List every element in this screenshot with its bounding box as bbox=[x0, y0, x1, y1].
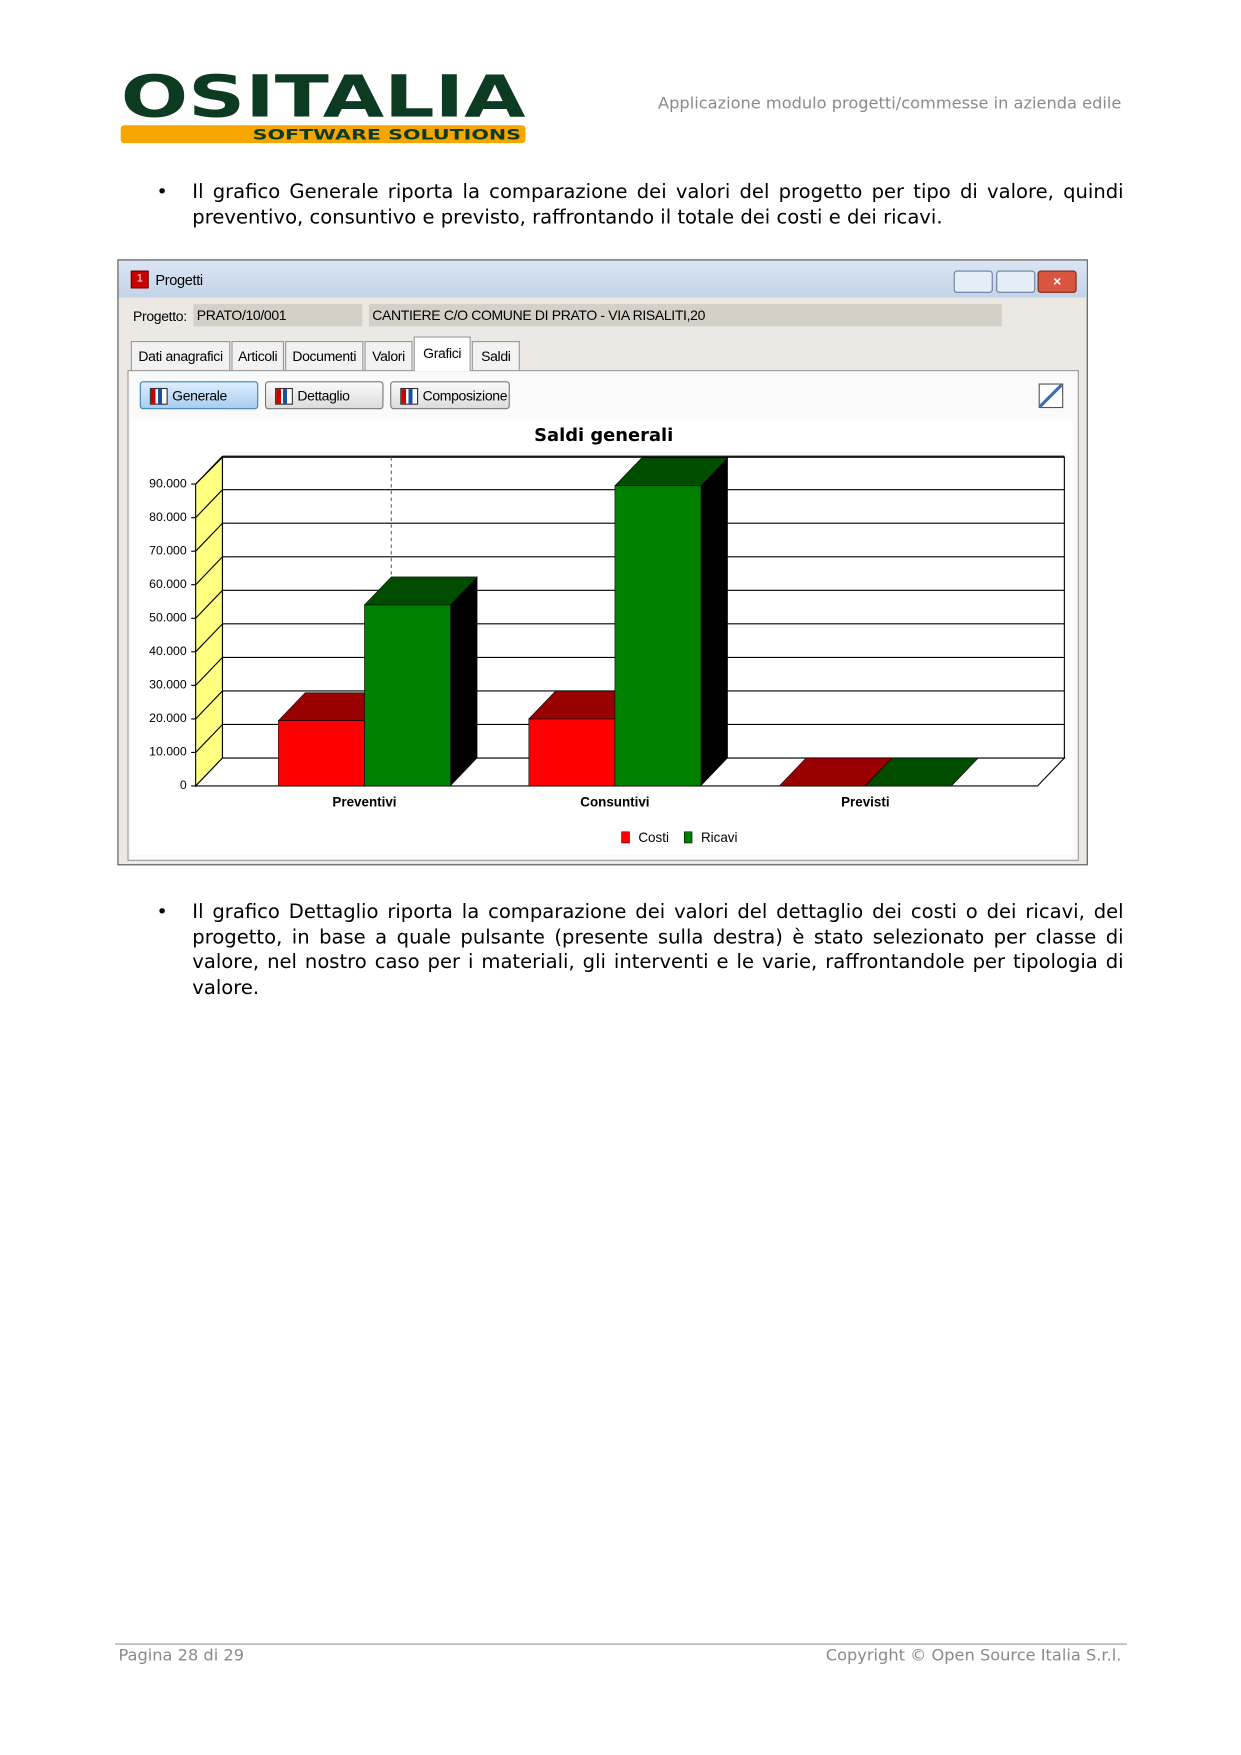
grid-line bbox=[195, 623, 223, 653]
page-number: Pagina 28 di 29 bbox=[118, 1646, 245, 1665]
maximize-button[interactable] bbox=[996, 270, 1036, 293]
grid-line bbox=[195, 556, 223, 586]
paragraph: Il grafico Generale riporta la comparazi… bbox=[192, 181, 1124, 229]
bar bbox=[528, 718, 616, 787]
button-label: Generale bbox=[172, 387, 227, 404]
footer-rule bbox=[115, 1643, 1127, 1645]
x-tick-label: Preventivi bbox=[332, 794, 396, 809]
bar bbox=[364, 604, 451, 787]
tab[interactable]: Articoli bbox=[231, 340, 284, 371]
x-tick-label: Consuntivi bbox=[580, 794, 649, 809]
grid-line bbox=[195, 522, 223, 552]
button[interactable]: Dettaglio bbox=[264, 381, 384, 410]
header-title: Applicazione modulo progetti/commesse in… bbox=[658, 95, 1122, 113]
bar-side bbox=[700, 457, 728, 786]
bar-side bbox=[450, 576, 478, 786]
chart-title: Saldi generali bbox=[534, 425, 673, 446]
x-tick-label: Previsti bbox=[841, 794, 889, 809]
app-icon: 1 bbox=[130, 270, 149, 289]
export-button[interactable] bbox=[1038, 383, 1064, 409]
window-title: Progetti bbox=[155, 271, 203, 289]
tab[interactable]: Saldi bbox=[471, 340, 520, 371]
legend-swatch bbox=[683, 831, 693, 844]
button-label: Dettaglio bbox=[297, 387, 350, 404]
y-tick-label: 70.000 bbox=[149, 543, 187, 557]
title-bar: 1 Progetti × bbox=[118, 260, 1087, 298]
project-name[interactable]: CANTIERE C/O COMUNE DI PRATO - VIA RISAL… bbox=[368, 304, 1002, 327]
left-wall bbox=[195, 455, 224, 788]
y-tick-label: 40.000 bbox=[149, 644, 187, 658]
grid-line bbox=[195, 489, 223, 519]
minimize-button[interactable] bbox=[953, 270, 993, 293]
y-tick-label: 30.000 bbox=[149, 678, 187, 692]
copyright: Copyright © Open Source Italia S.r.l. bbox=[825, 1646, 1122, 1665]
logo-band bbox=[120, 125, 526, 144]
project-label: Progetto: bbox=[133, 308, 187, 325]
y-tick-label: 10.000 bbox=[149, 745, 187, 759]
y-tick-label: 80.000 bbox=[149, 510, 187, 524]
grid-line bbox=[195, 724, 223, 753]
grid-line bbox=[195, 455, 223, 485]
y-tick-label: 60.000 bbox=[149, 577, 187, 591]
chart: Saldi generali 0 10.000 20.000 30.000 40.000… bbox=[130, 419, 1074, 856]
tab[interactable]: Dati anagrafici bbox=[130, 340, 231, 371]
grid-line bbox=[195, 690, 223, 720]
bar-top bbox=[363, 576, 479, 606]
project-code[interactable]: PRATO/10/001 bbox=[193, 304, 363, 327]
bullet-dot: • bbox=[156, 181, 168, 204]
logo-tagline: SOFTWARE SOLUTIONS bbox=[253, 127, 521, 143]
grid-line bbox=[195, 657, 223, 686]
bar bbox=[278, 720, 365, 787]
tab[interactable]: Valori bbox=[364, 340, 413, 371]
button[interactable]: Composizione bbox=[390, 381, 510, 410]
bullet-dot: • bbox=[156, 901, 168, 924]
legend-label: Ricavi bbox=[701, 830, 738, 845]
legend-swatch bbox=[621, 831, 630, 844]
button-label: Composizione bbox=[422, 387, 508, 404]
y-tick-label: 0 bbox=[180, 778, 187, 792]
y-tick-label: 90.000 bbox=[149, 476, 187, 490]
close-button[interactable]: × bbox=[1037, 270, 1077, 293]
bar bbox=[614, 485, 702, 787]
paragraph: Il grafico Dettaglio riporta la comparaz… bbox=[192, 901, 1124, 999]
legend-label: Costi bbox=[638, 830, 669, 845]
y-tick-label: 20.000 bbox=[149, 711, 187, 725]
grid-line bbox=[195, 589, 223, 619]
tab[interactable]: Documenti bbox=[285, 340, 364, 371]
y-tick-label: 50.000 bbox=[149, 611, 187, 625]
button[interactable]: Generale bbox=[139, 381, 259, 410]
tab[interactable]: Grafici bbox=[413, 336, 471, 372]
logo-text: OSITALIA bbox=[121, 72, 526, 131]
bar-top bbox=[614, 457, 729, 487]
logo: OSITALIA SOFTWARE SOLUTIONS bbox=[120, 72, 526, 144]
